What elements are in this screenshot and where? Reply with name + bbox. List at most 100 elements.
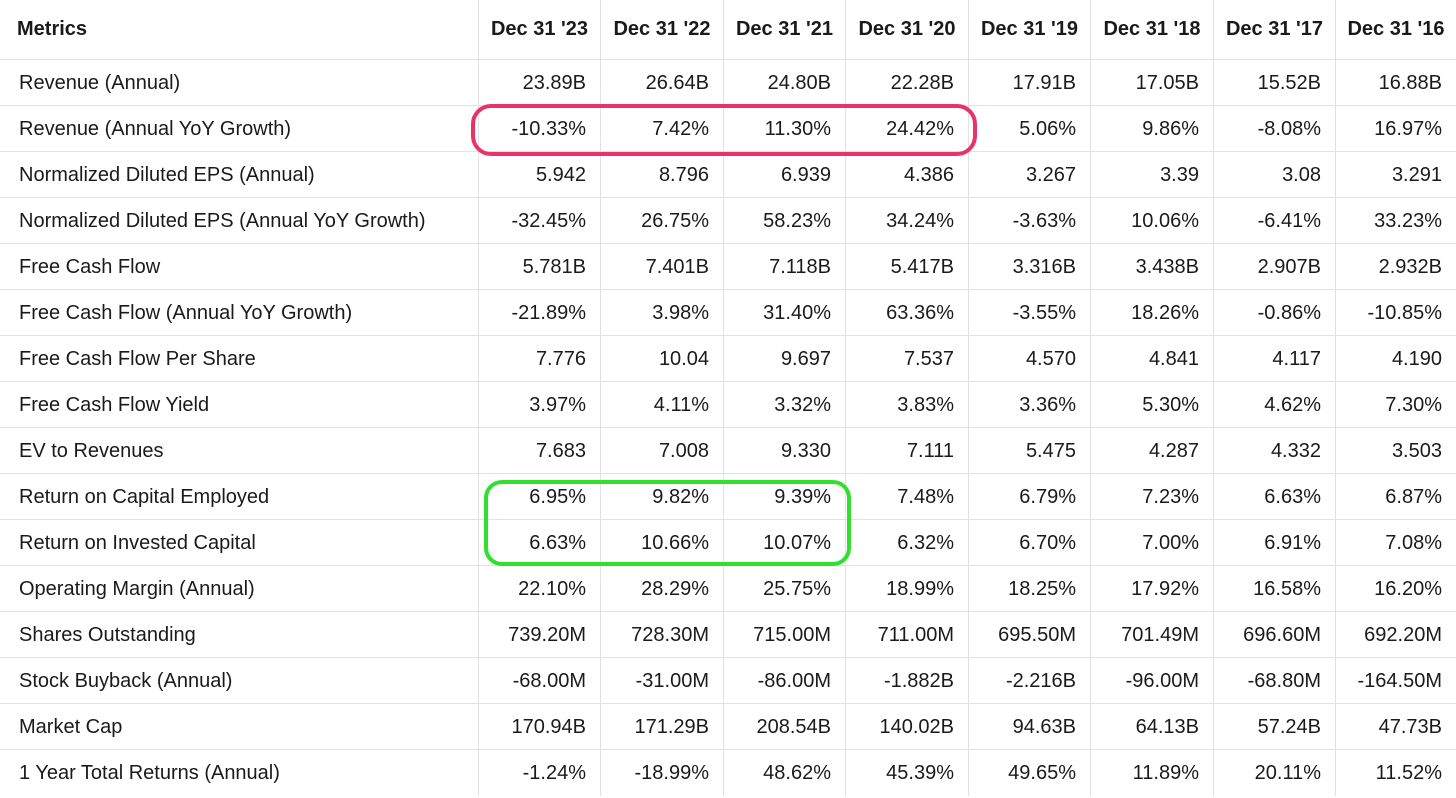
table-cell: 7.30% xyxy=(1335,382,1456,428)
table-row: Stock Buyback (Annual) -68.00M -31.00M -… xyxy=(0,658,1456,704)
table-cell: 25.75% xyxy=(723,566,845,612)
table-cell: 24.42% xyxy=(845,106,968,152)
table-cell: 6.79% xyxy=(968,474,1090,520)
table-cell: 7.23% xyxy=(1090,474,1213,520)
table-cell: -21.89% xyxy=(478,290,600,336)
table-cell: 22.28B xyxy=(845,60,968,106)
table-cell: 11.30% xyxy=(723,106,845,152)
table-cell: 7.42% xyxy=(600,106,723,152)
table-cell: 28.29% xyxy=(600,566,723,612)
table-cell: 4.11% xyxy=(600,382,723,428)
table-cell: 3.83% xyxy=(845,382,968,428)
table-cell: 7.008 xyxy=(600,428,723,474)
table-cell: 3.97% xyxy=(478,382,600,428)
table-cell: -164.50M xyxy=(1335,658,1456,704)
header-metrics-label: Metrics xyxy=(17,18,88,40)
table-cell: 16.88B xyxy=(1335,60,1456,106)
table-row: Normalized Diluted EPS (Annual) 5.942 8.… xyxy=(0,152,1456,198)
table-cell: 3.267 xyxy=(968,152,1090,198)
header-col-2022: Dec 31 '22 xyxy=(600,0,723,60)
table-row: Operating Margin (Annual) 22.10% 28.29% … xyxy=(0,566,1456,612)
table-cell: 26.64B xyxy=(600,60,723,106)
table-cell: 711.00M xyxy=(845,612,968,658)
table-cell: 3.438B xyxy=(1090,244,1213,290)
table-cell: 9.330 xyxy=(723,428,845,474)
table-cell: 3.316B xyxy=(968,244,1090,290)
metric-label: Market Cap xyxy=(19,716,123,738)
table-cell: 4.386 xyxy=(845,152,968,198)
table-cell: 3.98% xyxy=(600,290,723,336)
table-cell: 7.00% xyxy=(1090,520,1213,566)
table-cell: 9.86% xyxy=(1090,106,1213,152)
table-cell: 4.570 xyxy=(968,336,1090,382)
table-cell: 7.776 xyxy=(478,336,600,382)
table-cell: 9.82% xyxy=(600,474,723,520)
table-cell: 9.39% xyxy=(723,474,845,520)
table-cell: 2.932B xyxy=(1335,244,1456,290)
table-cell: 4.332 xyxy=(1213,428,1335,474)
table-cell: 6.32% xyxy=(845,520,968,566)
table-cell: 17.92% xyxy=(1090,566,1213,612)
metric-label: Revenue (Annual YoY Growth) xyxy=(19,118,292,140)
metric-label: 1 Year Total Returns (Annual) xyxy=(19,762,280,784)
header-col-2018: Dec 31 '18 xyxy=(1090,0,1213,60)
table-cell: 140.02B xyxy=(845,704,968,750)
table-cell: 16.20% xyxy=(1335,566,1456,612)
table-cell: 6.95% xyxy=(478,474,600,520)
header-col-2020: Dec 31 '20 xyxy=(845,0,968,60)
table-row: Free Cash Flow 5.781B 7.401B 7.118B 5.41… xyxy=(0,244,1456,290)
table-cell: 11.89% xyxy=(1090,750,1213,796)
table-cell: 22.10% xyxy=(478,566,600,612)
table-cell: 6.91% xyxy=(1213,520,1335,566)
table-row: Shares Outstanding 739.20M 728.30M 715.0… xyxy=(0,612,1456,658)
table-cell: 5.475 xyxy=(968,428,1090,474)
table-cell: 5.06% xyxy=(968,106,1090,152)
table-cell: 4.841 xyxy=(1090,336,1213,382)
metric-label: Free Cash Flow Yield xyxy=(19,394,210,416)
header-col-2019: Dec 31 '19 xyxy=(968,0,1090,60)
table-cell: -31.00M xyxy=(600,658,723,704)
metric-label: Return on Invested Capital xyxy=(19,532,256,554)
table-cell: 33.23% xyxy=(1335,198,1456,244)
metric-label: Shares Outstanding xyxy=(19,624,196,646)
metric-label: Free Cash Flow xyxy=(19,256,161,278)
table-row: Return on Capital Employed 6.95% 9.82% 9… xyxy=(0,474,1456,520)
table-cell: -1.882B xyxy=(845,658,968,704)
table-row: Return on Invested Capital 6.63% 10.66% … xyxy=(0,520,1456,566)
table-cell: 58.23% xyxy=(723,198,845,244)
table-cell: 715.00M xyxy=(723,612,845,658)
table-cell: 64.13B xyxy=(1090,704,1213,750)
table-cell: 63.36% xyxy=(845,290,968,336)
table-cell: 6.63% xyxy=(478,520,600,566)
table-cell: 208.54B xyxy=(723,704,845,750)
metric-label: Normalized Diluted EPS (Annual) xyxy=(19,164,315,186)
table-cell: 4.62% xyxy=(1213,382,1335,428)
table-cell: 15.52B xyxy=(1213,60,1335,106)
table-cell: 5.30% xyxy=(1090,382,1213,428)
header-col-2023: Dec 31 '23 xyxy=(478,0,600,60)
metric-label: Stock Buyback (Annual) xyxy=(19,670,233,692)
header-col-2016: Dec 31 '16 xyxy=(1335,0,1456,60)
table-cell: 3.291 xyxy=(1335,152,1456,198)
table-cell: 7.683 xyxy=(478,428,600,474)
table-cell: 9.697 xyxy=(723,336,845,382)
table-cell: -6.41% xyxy=(1213,198,1335,244)
table-cell: 171.29B xyxy=(600,704,723,750)
metric-label: Normalized Diluted EPS (Annual YoY Growt… xyxy=(19,210,426,232)
table-cell: -1.24% xyxy=(478,750,600,796)
table-cell: 10.07% xyxy=(723,520,845,566)
table-row: Free Cash Flow Per Share 7.776 10.04 9.6… xyxy=(0,336,1456,382)
table-cell: 11.52% xyxy=(1335,750,1456,796)
table-cell: 4.190 xyxy=(1335,336,1456,382)
table-cell: 695.50M xyxy=(968,612,1090,658)
table-cell: 16.58% xyxy=(1213,566,1335,612)
table-cell: 4.287 xyxy=(1090,428,1213,474)
table-cell: 6.63% xyxy=(1213,474,1335,520)
table-cell: 57.24B xyxy=(1213,704,1335,750)
table-cell: -68.80M xyxy=(1213,658,1335,704)
table-cell: 17.05B xyxy=(1090,60,1213,106)
metric-label: Free Cash Flow Per Share xyxy=(19,348,256,370)
table-cell: 6.70% xyxy=(968,520,1090,566)
table-cell: -68.00M xyxy=(478,658,600,704)
